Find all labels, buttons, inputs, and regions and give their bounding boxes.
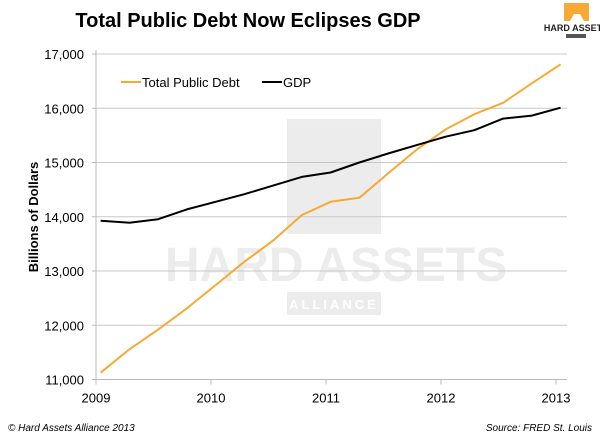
legend-label-debt: Total Public Debt <box>142 75 240 90</box>
logo: HARD ASSETS <box>544 3 600 38</box>
x-tick-label: 2013 <box>542 391 571 406</box>
y-tick-label: 17,000 <box>44 47 84 62</box>
y-tick-label: 12,000 <box>44 318 84 333</box>
y-axis-label: Billions of Dollars <box>26 162 41 273</box>
y-tick-label: 14,000 <box>44 210 84 225</box>
y-tick-label: 13,000 <box>44 264 84 279</box>
watermark-sub-box <box>287 292 381 315</box>
legend: Total Public Debt GDP <box>121 75 311 90</box>
source-note: Source: FRED St. Louis <box>486 423 592 434</box>
logo-text: HARD ASSETS <box>544 23 600 33</box>
y-tick-label: 15,000 <box>44 156 84 171</box>
x-tick-label: 2011 <box>312 391 340 406</box>
chart-title: Total Public Debt Now Eclipses GDP <box>75 10 420 32</box>
logo-mark <box>564 3 589 21</box>
y-tick-label: 11,000 <box>45 373 84 388</box>
x-tick-label: 2012 <box>427 391 456 406</box>
legend-label-gdp: GDP <box>283 75 311 90</box>
x-tick-label: 2009 <box>82 391 111 406</box>
x-tick-label: 2010 <box>197 391 226 406</box>
copyright: © Hard Assets Alliance 2013 <box>8 423 135 434</box>
logo-subtext-bar <box>566 34 586 38</box>
watermark-text: HARD ASSETS <box>165 239 507 292</box>
watermark-subtext: ALLIANCE <box>289 297 379 312</box>
y-tick-label: 16,000 <box>44 101 84 116</box>
watermark: HARD ASSETS ALLIANCE <box>165 119 507 315</box>
